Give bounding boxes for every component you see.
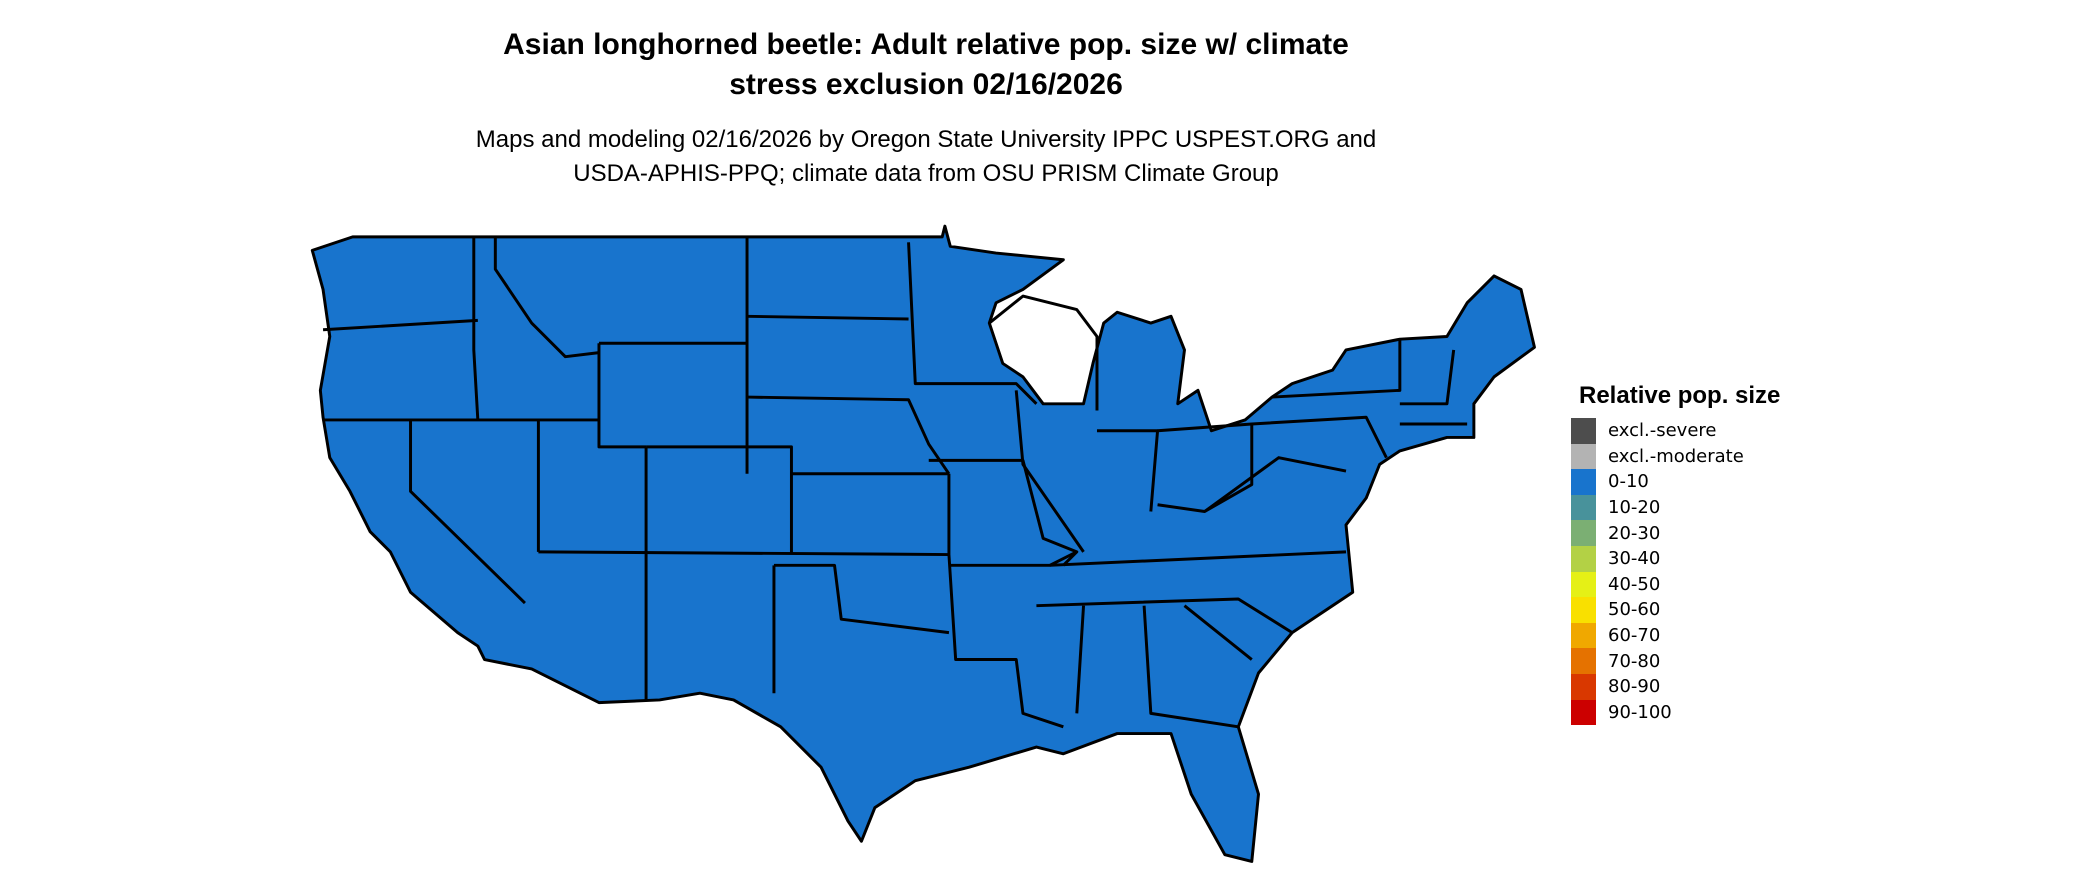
legend-label: 20-30 (1608, 522, 1661, 544)
map-title-line1: Asian longhorned beetle: Adult relative … (503, 28, 1349, 61)
legend-label: 40-50 (1608, 573, 1661, 595)
us-outline (310, 224, 1536, 863)
legend-swatch (1571, 494, 1596, 521)
legend-title: Relative pop. size (1579, 382, 1781, 409)
legend-item: 0-10 (1571, 469, 1780, 495)
legend-swatch (1571, 545, 1596, 572)
legend-label: 10-20 (1608, 497, 1661, 519)
legend-swatch (1571, 673, 1596, 700)
legend-swatch (1571, 699, 1596, 726)
legend-item: 80-90 (1571, 673, 1780, 700)
legend-item: 30-40 (1571, 545, 1780, 572)
legend-item: 40-50 (1571, 571, 1780, 598)
legend-label: 50-60 (1608, 599, 1661, 621)
legend-item: excl.-severe (1571, 418, 1780, 444)
state-borders (322, 236, 1468, 729)
map-title-line2: stress exclusion 02/16/2026 (729, 68, 1123, 101)
legend-swatch (1571, 418, 1596, 444)
legend-item: 10-20 (1571, 494, 1780, 521)
legend-item: 70-80 (1571, 648, 1780, 674)
legend-swatch (1571, 622, 1596, 649)
legend-label: 30-40 (1608, 548, 1661, 570)
legend-swatch (1571, 571, 1596, 598)
legend-item: 50-60 (1571, 597, 1780, 623)
legend-item: 90-100 (1571, 699, 1780, 726)
legend-label: 80-90 (1608, 676, 1661, 698)
legend-item: excl.-moderate (1571, 443, 1780, 470)
legend-label: excl.-severe (1608, 420, 1717, 442)
legend-label: 0-10 (1608, 471, 1649, 493)
legend: Relative pop. size excl.-severe excl.-mod… (1571, 382, 1781, 726)
legend-swatch (1571, 469, 1596, 495)
legend-swatch (1571, 648, 1596, 674)
legend-swatch (1571, 520, 1596, 546)
legend-item: 60-70 (1571, 622, 1780, 649)
legend-label: 60-70 (1608, 625, 1661, 647)
legend-swatch (1571, 597, 1596, 623)
map-subtitle-line2: USDA-APHIS-PPQ; climate data from OSU PR… (573, 160, 1279, 187)
legend-label: 90-100 (1608, 701, 1672, 723)
legend-label: 70-80 (1608, 650, 1661, 672)
legend-swatch (1571, 443, 1596, 470)
legend-item: 20-30 (1571, 520, 1780, 546)
map-subtitle-line1: Maps and modeling 02/16/2026 by Oregon S… (475, 126, 1377, 153)
legend-label: excl.-moderate (1608, 445, 1744, 467)
